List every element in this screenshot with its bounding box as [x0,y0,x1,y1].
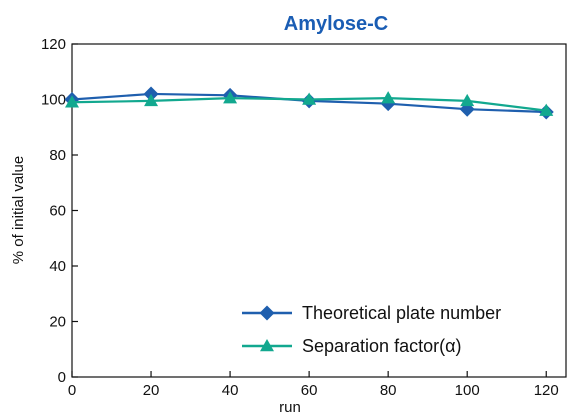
y-tick-label: 40 [49,258,66,275]
legend: Theoretical plate number Separation facto… [242,303,501,356]
legend-entry: Theoretical plate number [242,303,501,323]
triangle-point [65,95,79,108]
x-tick-label: 40 [222,382,239,399]
x-tick-label: 0 [68,382,76,399]
y-axis-label: % of initial value [10,156,27,264]
x-tick-label: 20 [143,382,160,399]
x-tick-label: 80 [380,382,397,399]
triangle-point [381,91,396,104]
x-tick-label: 120 [534,382,559,399]
triangle-point [302,92,317,105]
legend-triangle-marker [260,339,274,352]
triangle-point [223,91,238,104]
legend-diamond-marker [259,305,275,321]
x-tick-label: 60 [301,382,318,399]
legend-label: Theoretical plate number [302,303,501,323]
triangle-point [144,93,159,107]
y-tick-label: 20 [49,314,66,331]
x-axis-ticks: 0 20 40 60 80 100 120 [68,371,559,399]
y-tick-label: 80 [49,147,66,164]
series-2 [65,91,554,116]
legend-label: Separation factor(α) [302,336,461,356]
y-axis-ticks: 0 20 40 60 80 100 120 [41,36,78,386]
series-layer [64,86,554,120]
y-tick-label: 0 [58,369,66,386]
x-tick-label: 100 [455,382,480,399]
legend-entry: Separation factor(α) [242,336,461,356]
triangle-point [460,93,475,107]
y-tick-label: 60 [49,203,66,220]
y-tick-label: 120 [41,36,66,53]
x-axis-label: run [279,399,301,416]
triangle-point [539,103,554,116]
chart-title: Amylose-C [284,13,388,35]
y-tick-label: 100 [41,92,66,109]
